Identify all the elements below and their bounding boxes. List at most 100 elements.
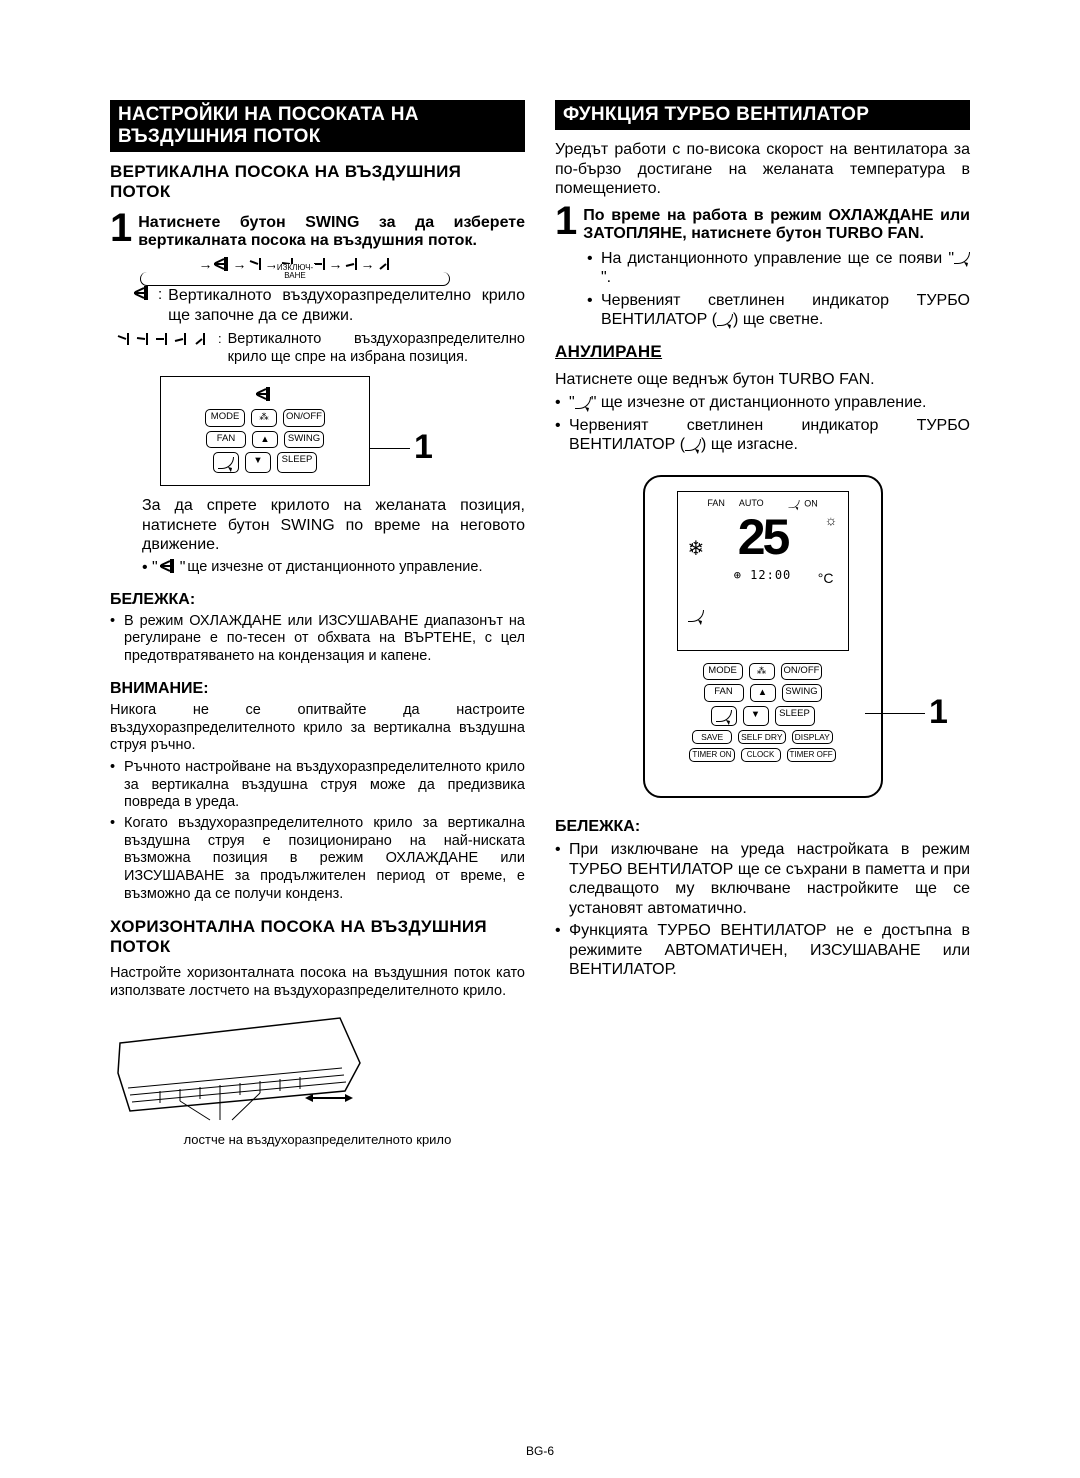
page-number: BG-6 (526, 1444, 554, 1458)
caution-item: Ръчното настройване на въздухоразпредели… (110, 759, 525, 812)
swing-anim-icon (214, 257, 232, 271)
turbo-icon (954, 252, 970, 264)
screen-degc: °C (818, 570, 834, 586)
remote-btn: SLEEP (775, 706, 815, 726)
caution-head: ВНИМАНИЕ: (110, 680, 525, 698)
remote-btn: ⁂ (749, 663, 775, 681)
callout-1: 1 (929, 693, 948, 732)
vane-icon (248, 256, 264, 272)
off-label: ВАНЕ (284, 271, 306, 280)
step-number: 1 (555, 203, 577, 239)
remote-btn: ▼ (245, 452, 271, 473)
cancel-text: Натиснете още веднъж бутон TURBO FAN. (555, 370, 970, 390)
remote-btn: ON/OFF (283, 409, 325, 427)
remote-btn: SELF DRY (738, 730, 785, 745)
vane-move-text: Вертикалното въздухоразпределително крил… (168, 286, 525, 325)
right-step-1-text: По време на работа в режим ОХЛАЖДАНЕ или… (583, 203, 970, 243)
vane-icon (192, 331, 208, 347)
remote-btn: MODE (205, 409, 245, 427)
note-head: БЕЛЕЖКА: (110, 591, 525, 609)
sub-vert: ВЕРТИКАЛНА ПОСОКА НА ВЪЗДУШНИЯ ПОТОК (110, 162, 525, 202)
vane-stop-text: Вертикалното въздухоразпределително крил… (228, 331, 525, 366)
vane-stop-row: : Вертикалното въздухоразпределително кр… (116, 331, 525, 366)
cancel-b2: Червеният светлинен индикатор ТУРБО ВЕНТ… (555, 416, 970, 455)
right-step-1: 1 По време на работа в режим ОХЛАЖДАНЕ и… (555, 203, 970, 243)
ac-caption: лостче на въздухоразпределителното крило (110, 1132, 525, 1147)
page: НАСТРОЙКИ НА ПОСОКАТА НА ВЪЗДУШНИЯ ПОТОК… (110, 100, 970, 1147)
remote-btn: MODE (703, 663, 743, 681)
remote-btn: SAVE (692, 730, 732, 745)
screen-fan-label: FAN (707, 498, 725, 510)
vane-icon (154, 331, 170, 347)
remote-big-diagram: FAN AUTO ON ☼ ❄ 25 °C ⊕ 12:00 MODE ⁂ ON/… (643, 475, 883, 799)
remote-btn: TIMER OFF (787, 748, 836, 762)
remote-btn: FAN (206, 431, 246, 449)
remote-btn: SWING (284, 431, 324, 449)
remote-screen: FAN AUTO ON ☼ ❄ 25 °C ⊕ 12:00 (677, 491, 849, 651)
left-title: НАСТРОЙКИ НА ПОСОКАТА НА ВЪЗДУШНИЯ ПОТОК (110, 100, 525, 152)
turbo-icon (716, 710, 732, 722)
turbo-icon (575, 397, 591, 409)
vane-icon (376, 256, 392, 272)
remote-btn: ▲ (252, 431, 278, 449)
step-number: 1 (110, 210, 132, 246)
right-note-list: При изключване на уреда настройката в ре… (555, 840, 970, 980)
turbo-icon (688, 610, 704, 622)
right-intro: Уредът работи с по-висока скорост на вен… (555, 140, 970, 199)
horiz-text: Настройте хоризонталната посока на възду… (110, 965, 525, 1000)
swing-anim-icon (134, 286, 152, 300)
remote-btn: CLOCK (741, 748, 781, 762)
left-step-1: 1 Натиснете бутон SWING за да изберете в… (110, 210, 525, 250)
remote-btn-turbo (711, 706, 737, 726)
remote-btn: ▼ (743, 706, 769, 726)
swing-anim-icon (160, 559, 178, 573)
remote-btn: ON/OFF (781, 663, 823, 681)
left-step-1-text: Натиснете бутон SWING за да изберете вер… (138, 210, 525, 250)
remote-btn: SWING (782, 684, 822, 702)
right-column: ФУНКЦИЯ ТУРБО ВЕНТИЛАТОР Уредът работи с… (555, 100, 970, 1147)
stop-text: За да спрете крилото на желаната позиция… (142, 496, 525, 555)
cancel-head: АНУЛИРАНЕ (555, 342, 970, 362)
vane-icon (344, 256, 360, 272)
turbo-icon (685, 439, 701, 451)
remote-btn: SLEEP (277, 452, 317, 473)
remote-btn: ⁂ (251, 409, 277, 427)
vane-icon (173, 331, 189, 347)
remote-btn (213, 452, 239, 473)
remote-btn: ▲ (750, 684, 776, 702)
screen-temp: 25 (684, 512, 842, 562)
screen-auto-label: AUTO (739, 498, 764, 510)
swing-anim-icon (256, 387, 274, 401)
turbo-icon (788, 499, 799, 507)
vane-icon (116, 331, 132, 347)
note-item: В режим ОХЛАЖДАНЕ или ИЗСУШАВАНЕ диапазо… (110, 613, 525, 666)
vane-move-row: : Вертикалното въздухоразпределително кр… (134, 286, 525, 325)
right-title: ФУНКЦИЯ ТУРБО ВЕНТИЛАТОР (555, 100, 970, 130)
note-list: В режим ОХЛАЖДАНЕ или ИЗСУШАВАНЕ диапазо… (110, 613, 525, 666)
disappear-text: ще изчезне от дистанционното управление. (187, 559, 525, 577)
right-step-b1: На дистанционното управление ще се появи… (587, 249, 970, 288)
cancel-b1: "" ще изчезне от дистанционното управлен… (555, 393, 970, 413)
sub-horiz: ХОРИЗОНТАЛНА ПОСОКА НА ВЪЗДУШНИЯ ПОТОК (110, 917, 525, 957)
caution-item: Когато въздухоразпределителното крило за… (110, 815, 525, 903)
sun-icon: ☼ (825, 512, 838, 528)
swing-sequence-diagram: → → → → → → ИЗКЛЮЧ- ВАНЕ (140, 256, 450, 280)
right-note-head: БЕЛЕЖКА: (555, 818, 970, 836)
caution-text: Никога не се опитвайте да настроите възд… (110, 702, 525, 755)
caution-list: Ръчното настройване на въздухоразпредели… (110, 759, 525, 904)
remote-btn: TIMER ON (689, 748, 734, 762)
screen-on-label: ON (804, 498, 818, 508)
turbo-icon (218, 457, 234, 469)
callout-1: 1 (414, 428, 433, 467)
remote-btn: FAN (704, 684, 744, 702)
remote-btn: DISPLAY (792, 730, 833, 745)
right-note-item: При изключване на уреда настройката в ре… (555, 840, 970, 918)
right-step-list: На дистанционното управление ще се появи… (587, 249, 970, 330)
vane-icons-group (116, 331, 208, 347)
left-column: НАСТРОЙКИ НА ПОСОКАТА НА ВЪЗДУШНИЯ ПОТОК… (110, 100, 525, 1147)
right-note-item: Функцията ТУРБО ВЕНТИЛАТОР не е достъпна… (555, 921, 970, 980)
cancel-list: "" ще изчезне от дистанционното управлен… (555, 393, 970, 455)
snow-icon: ❄ (688, 536, 705, 561)
right-step-b2: Червеният светлинен индикатор ТУРБО ВЕНТ… (587, 291, 970, 330)
ac-unit-diagram (110, 1013, 370, 1123)
